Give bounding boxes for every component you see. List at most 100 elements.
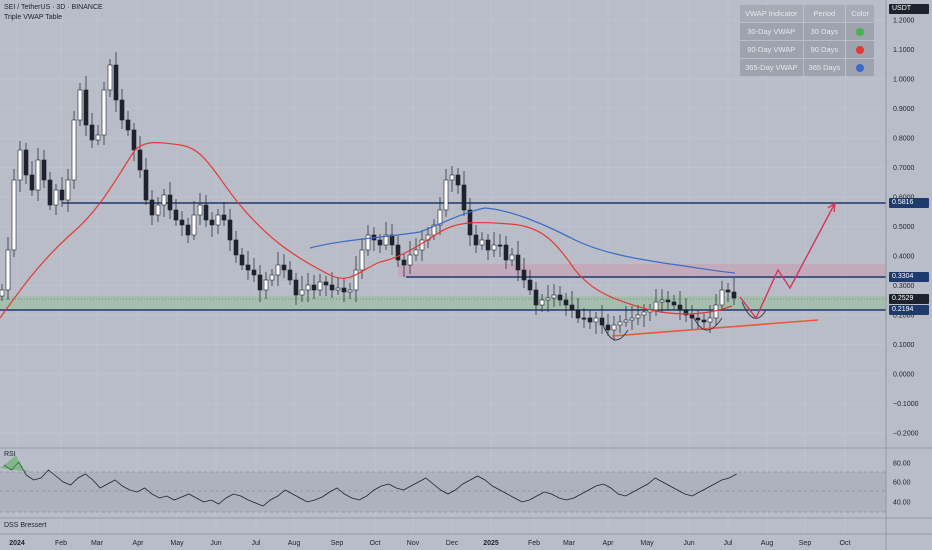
- candle-body[interactable]: [167, 194, 173, 211]
- candle-body[interactable]: [455, 174, 461, 186]
- candle-body[interactable]: [407, 254, 413, 266]
- vwap-365-line[interactable]: [309, 207, 736, 274]
- candle-body[interactable]: [605, 324, 611, 331]
- candle-body[interactable]: [527, 279, 533, 291]
- candle-body[interactable]: [641, 311, 647, 316]
- dss-pane-label[interactable]: DSS Bressert: [4, 522, 47, 529]
- candle-body[interactable]: [29, 174, 35, 191]
- candle-body[interactable]: [491, 244, 497, 251]
- candle-body[interactable]: [533, 289, 539, 306]
- candle-body[interactable]: [557, 294, 563, 301]
- candle-body[interactable]: [383, 234, 389, 246]
- candle-body[interactable]: [563, 299, 569, 306]
- candle-body[interactable]: [431, 224, 437, 236]
- candle-body[interactable]: [11, 179, 17, 251]
- rsi-pane-label[interactable]: RSI: [4, 451, 16, 458]
- candle-body[interactable]: [485, 239, 491, 251]
- candle-body[interactable]: [359, 249, 365, 271]
- chart-title[interactable]: SEI / TetherUS · 3D · BINANCE: [4, 4, 103, 11]
- candle-body[interactable]: [731, 291, 737, 299]
- candle-body[interactable]: [233, 239, 239, 256]
- candle-body[interactable]: [329, 284, 335, 291]
- candle-body[interactable]: [545, 297, 551, 301]
- candle-body[interactable]: [401, 259, 407, 266]
- projection-path[interactable]: [739, 204, 835, 320]
- candle-body[interactable]: [245, 264, 251, 271]
- candle-body[interactable]: [539, 299, 545, 306]
- candle-body[interactable]: [719, 289, 725, 306]
- candle-body[interactable]: [341, 287, 347, 293]
- candle-body[interactable]: [269, 274, 275, 281]
- candle-body[interactable]: [185, 224, 191, 236]
- candle-body[interactable]: [575, 309, 581, 319]
- candle-body[interactable]: [365, 234, 371, 251]
- candle-body[interactable]: [137, 149, 143, 171]
- candle-body[interactable]: [17, 149, 23, 181]
- candle-body[interactable]: [155, 204, 161, 216]
- candle-body[interactable]: [251, 269, 257, 276]
- candle-body[interactable]: [179, 219, 185, 226]
- candle-body[interactable]: [305, 284, 311, 291]
- candle-body[interactable]: [107, 64, 113, 91]
- candle-body[interactable]: [659, 299, 665, 303]
- candle-body[interactable]: [173, 209, 179, 221]
- candle-body[interactable]: [53, 189, 59, 206]
- candle-body[interactable]: [119, 99, 125, 121]
- candle-body[interactable]: [671, 301, 677, 306]
- candle-body[interactable]: [323, 281, 329, 286]
- candle-body[interactable]: [449, 174, 455, 181]
- price-badge-0-3304[interactable]: 0.3304: [889, 272, 929, 282]
- candle-body[interactable]: [221, 214, 227, 221]
- candle-body[interactable]: [89, 124, 95, 141]
- candle-body[interactable]: [689, 314, 695, 319]
- candle-body[interactable]: [569, 304, 575, 311]
- candle-body[interactable]: [389, 234, 395, 246]
- candle-body[interactable]: [707, 317, 713, 323]
- candle-body[interactable]: [5, 249, 11, 291]
- candle-body[interactable]: [617, 321, 623, 326]
- candle-body[interactable]: [113, 64, 119, 101]
- candle-body[interactable]: [335, 287, 341, 291]
- candle-body[interactable]: [479, 239, 485, 246]
- candle-body[interactable]: [287, 269, 293, 281]
- rising-trendline[interactable]: [611, 319, 819, 337]
- candle-body[interactable]: [215, 214, 221, 226]
- candle-body[interactable]: [35, 159, 41, 191]
- candle-body[interactable]: [503, 244, 509, 261]
- price-badge-0-2194[interactable]: 0.2194: [889, 305, 929, 315]
- candle-body[interactable]: [293, 279, 299, 296]
- vwap-90-line[interactable]: [0, 142, 733, 319]
- candle-body[interactable]: [77, 89, 83, 121]
- candle-body[interactable]: [143, 169, 149, 201]
- candle-body[interactable]: [95, 134, 101, 141]
- candle-body[interactable]: [353, 269, 359, 291]
- candle-body[interactable]: [551, 294, 557, 299]
- candle-body[interactable]: [419, 239, 425, 251]
- candle-body[interactable]: [413, 249, 419, 256]
- candle-body[interactable]: [161, 194, 167, 206]
- price-badge-0-2529[interactable]: 0.2529: [889, 294, 929, 304]
- candle-body[interactable]: [59, 189, 65, 201]
- candle-body[interactable]: [263, 279, 269, 291]
- rsi-line[interactable]: [3, 461, 737, 507]
- candle-body[interactable]: [239, 254, 245, 266]
- candle-body[interactable]: [197, 204, 203, 216]
- candle-body[interactable]: [635, 314, 641, 319]
- candlesticks[interactable]: [0, 52, 737, 341]
- candle-body[interactable]: [377, 239, 383, 246]
- candle-body[interactable]: [515, 254, 521, 271]
- price-axis[interactable]: 1.20001.10001.00000.90000.80000.70000.60…: [893, 18, 919, 438]
- candle-body[interactable]: [461, 184, 467, 211]
- candle-body[interactable]: [131, 129, 137, 151]
- candle-body[interactable]: [509, 254, 515, 261]
- candle-body[interactable]: [41, 159, 47, 181]
- candle-body[interactable]: [311, 284, 317, 291]
- candle-body[interactable]: [653, 301, 659, 311]
- candle-body[interactable]: [629, 317, 635, 321]
- candle-body[interactable]: [599, 317, 605, 326]
- candle-body[interactable]: [443, 179, 449, 211]
- candle-body[interactable]: [725, 289, 731, 293]
- candle-body[interactable]: [191, 214, 197, 236]
